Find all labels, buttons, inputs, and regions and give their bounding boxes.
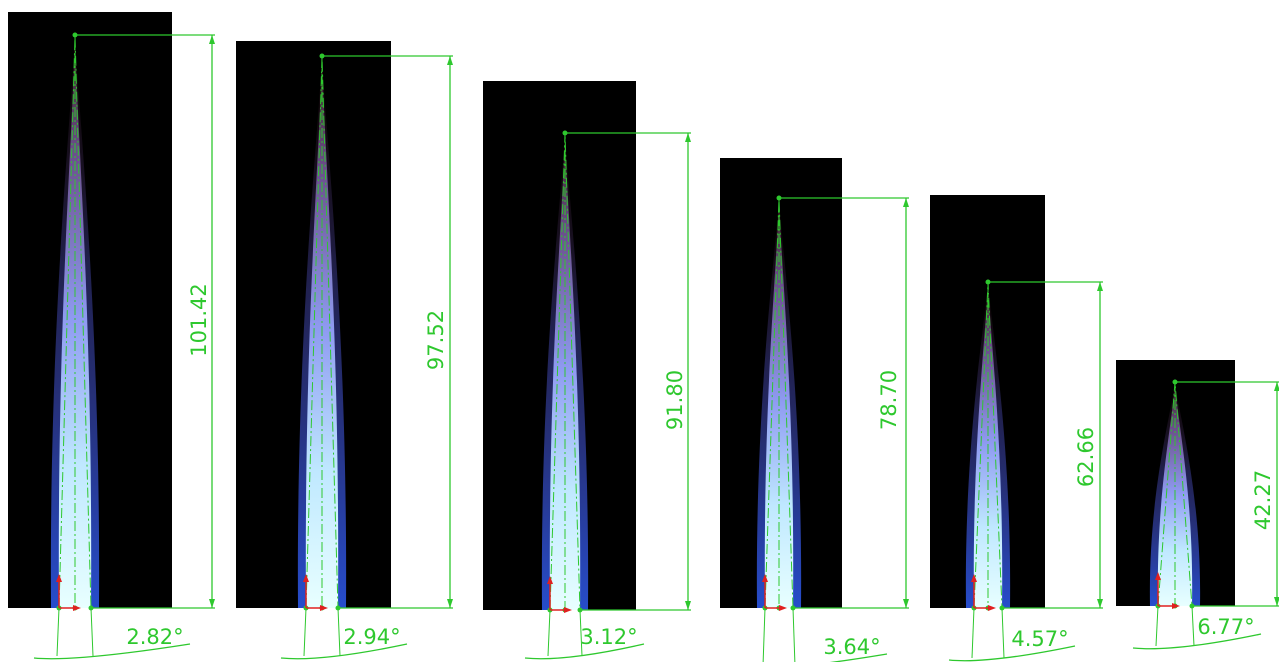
flame-panel: 3.12° 91.80: [483, 81, 691, 660]
extension-line: [1001, 607, 1005, 659]
angle-arc: [1132, 633, 1262, 650]
extension-line: [337, 607, 341, 657]
angle-arc: [33, 643, 191, 660]
axis-arrow-head: [56, 574, 81, 611]
height-label: 78.70: [877, 370, 901, 430]
flame-panel: 2.82° 101.42: [8, 12, 215, 660]
flame-panel: 6.77° 42.27: [1116, 360, 1279, 650]
angle-label: 6.77°: [1197, 615, 1254, 639]
extension-line: [579, 609, 583, 657]
height-label: 91.80: [663, 370, 687, 430]
extension-line: [1155, 605, 1159, 647]
angle-arc: [280, 643, 408, 660]
point: [985, 279, 991, 285]
angle-label: 3.12°: [580, 625, 637, 649]
angle-label: 2.94°: [343, 625, 400, 649]
extension-line: [547, 609, 551, 657]
angle-arc: [524, 643, 645, 660]
angle-arc: [948, 645, 1076, 662]
point: [72, 32, 78, 38]
extension-line: [792, 607, 796, 662]
extension-line: [971, 607, 975, 659]
extension-line: [56, 607, 60, 657]
angle-arc: [829, 653, 888, 662]
axis-arrow-head: [971, 574, 996, 611]
extension-line: [1191, 605, 1195, 647]
extension-line: [762, 607, 766, 662]
flame-panel: 4.57° 62.66: [930, 195, 1103, 662]
point: [776, 195, 782, 201]
extension-line: [303, 607, 307, 657]
axis-arrow-head: [1155, 572, 1180, 609]
height-label: 101.42: [187, 283, 211, 356]
point: [319, 53, 325, 59]
point: [1172, 379, 1178, 385]
extension-line: [90, 607, 94, 657]
angle-label: 4.57°: [1011, 627, 1068, 651]
axis-arrow-head: [303, 574, 328, 611]
height-label: 42.27: [1251, 470, 1275, 530]
height-label: 62.66: [1074, 427, 1098, 487]
flame-panel: 3.64° 78.70: [720, 158, 909, 662]
angle-label: 3.64°: [823, 635, 880, 659]
axis-arrow-head: [547, 576, 572, 613]
flame: [58, 35, 92, 608]
point: [562, 130, 568, 136]
axis-arrow-head: [762, 574, 787, 611]
height-label: 97.52: [424, 310, 448, 370]
flame-panel: 2.94° 97.52: [236, 41, 453, 660]
angle-label: 2.82°: [126, 625, 183, 649]
